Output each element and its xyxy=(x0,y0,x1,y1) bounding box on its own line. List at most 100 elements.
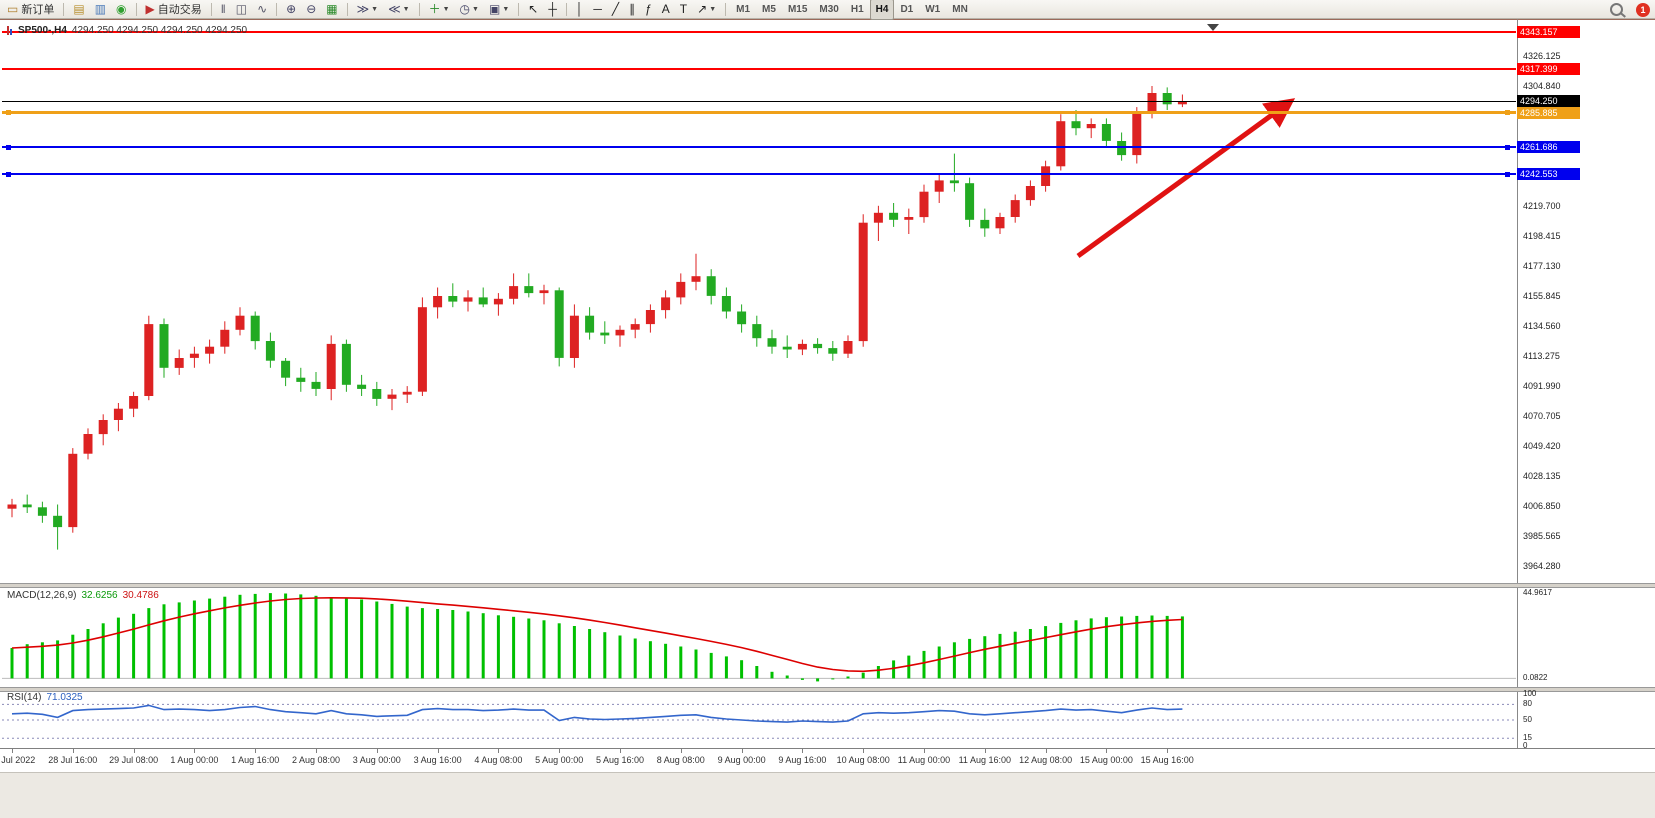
trendline-icon: ╱ xyxy=(611,2,620,16)
indicators-icon: ＋ xyxy=(428,2,441,16)
time-axis-tick xyxy=(680,748,682,753)
resistance-line-4317[interactable] xyxy=(2,67,1516,70)
support-line-4242[interactable] xyxy=(2,173,1516,175)
indicators-button[interactable]: ＋ ▼ xyxy=(425,0,454,19)
timeframe-M5[interactable]: M5 xyxy=(762,3,776,15)
candlestick-chart-type-icon: ◫ xyxy=(235,2,248,16)
timeframe-H4[interactable]: H4 xyxy=(869,0,895,20)
time-axis-tick xyxy=(498,748,500,753)
window-bottom-area xyxy=(0,772,1655,818)
toolbar-separator xyxy=(135,2,137,16)
new-order-button[interactable]: ▭ 新订单 xyxy=(3,0,58,19)
resistance-line-4343[interactable] xyxy=(2,31,1516,34)
time-axis-label: 15 Aug 16:00 xyxy=(1140,755,1194,765)
crosshair-button[interactable]: ┼ xyxy=(544,0,561,19)
trend-arrow-annotation[interactable] xyxy=(1076,98,1296,259)
channel-icon: ∥ xyxy=(629,2,636,16)
bar-chart-type-icon: ‖ xyxy=(220,2,226,16)
price-line-badge: 4294.250 xyxy=(1517,95,1580,108)
time-axis-tick xyxy=(255,748,257,753)
auto-scroll-button[interactable]: ≫ ▼ xyxy=(353,0,383,19)
horizontal-line-button[interactable]: ─ xyxy=(589,0,606,19)
line-handle[interactable] xyxy=(1505,144,1510,150)
support-line-4261[interactable] xyxy=(2,146,1516,148)
timeframe-M30[interactable]: M30 xyxy=(819,3,839,15)
trendline-button[interactable]: ╱ xyxy=(608,0,623,19)
autotrading-button-label: 自动交易 xyxy=(157,4,202,16)
alerts-button[interactable]: ◉ xyxy=(112,0,130,19)
horizontal-line-icon: ─ xyxy=(593,2,602,16)
arrows-button[interactable]: ↗ ▼ xyxy=(693,0,720,19)
tile-windows-icon: ▦ xyxy=(326,2,338,16)
panel-separator-macd[interactable] xyxy=(0,583,1655,588)
search-button[interactable] xyxy=(1606,0,1627,19)
time-axis-tick xyxy=(559,748,561,753)
time-axis[interactable] xyxy=(0,748,1655,772)
channel-button[interactable]: ∥ xyxy=(625,0,639,19)
price-line-badge: 4242.553 xyxy=(1517,168,1580,180)
macd-signal-value: 30.4786 xyxy=(122,590,159,601)
price-tick-label: 4113.275 xyxy=(1523,351,1560,362)
rsi-scale-label: 0 xyxy=(1523,741,1528,750)
line-handle[interactable] xyxy=(6,110,11,116)
price-tick-label: 4304.840 xyxy=(1523,81,1561,92)
price-tick-label: 4070.705 xyxy=(1523,411,1561,422)
timeframe-H1[interactable]: H1 xyxy=(850,3,864,15)
profiles-button[interactable]: ▥ xyxy=(91,0,110,19)
text-label-button[interactable]: T xyxy=(676,0,691,19)
candles[interactable] xyxy=(7,86,1187,550)
alerts-icon: ◉ xyxy=(116,2,127,16)
price-scale[interactable] xyxy=(1517,19,1655,748)
line-handle[interactable] xyxy=(1505,110,1510,116)
chart-plot-background[interactable] xyxy=(0,19,1517,748)
timeframe-MN[interactable]: MN xyxy=(952,3,968,15)
autotrading-icon: ▶ xyxy=(145,2,155,16)
toolbar-separator xyxy=(346,2,348,16)
text-button[interactable]: A xyxy=(658,0,674,19)
cursor-button[interactable]: ↖ xyxy=(524,0,542,19)
support-line-4285[interactable] xyxy=(2,111,1516,115)
search-icon xyxy=(1610,3,1626,18)
candlestick-chart-type-button[interactable]: ◫ xyxy=(232,0,251,19)
autotrading-button[interactable]: ▶ 自动交易 xyxy=(142,0,206,19)
price-tick-label: 4134.560 xyxy=(1523,321,1561,332)
macd-signal-line xyxy=(11,596,1183,673)
timeframe-D1[interactable]: D1 xyxy=(900,3,914,15)
vertical-line-button[interactable]: │ xyxy=(572,0,588,19)
text-label-icon: T xyxy=(679,2,688,16)
line-handle[interactable] xyxy=(6,171,11,177)
time-axis-label: 28 Jul 16:00 xyxy=(48,755,98,765)
line-chart-type-button[interactable]: ∿ xyxy=(253,0,271,19)
time-axis-tick xyxy=(741,748,743,753)
zoom-out-button[interactable]: ⊖ xyxy=(302,0,320,19)
panel-separator-rsi[interactable] xyxy=(0,687,1655,692)
price-tick-label: 4219.700 xyxy=(1523,201,1561,212)
timeframe-M1[interactable]: M1 xyxy=(736,3,751,15)
fibonacci-button[interactable]: ƒ xyxy=(641,0,656,19)
timeframe-M15[interactable]: M15 xyxy=(787,3,808,15)
bar-chart-type-button[interactable]: ‖ xyxy=(217,0,230,19)
price-tick-label: 4006.850 xyxy=(1523,501,1561,512)
new-order-icon: ▭ xyxy=(7,2,19,16)
macd-indicator-label: MACD(12,26,9) 32.6256 30.4786 xyxy=(7,590,159,601)
macd-scale-zero: 0.0822 xyxy=(1523,673,1548,683)
new-chart-button[interactable]: ▤ xyxy=(69,0,88,19)
zoom-in-button[interactable]: ⊕ xyxy=(282,0,300,19)
notification-badge[interactable]: 1 xyxy=(1636,2,1650,17)
line-handle[interactable] xyxy=(1505,171,1510,177)
tile-windows-button[interactable]: ▦ xyxy=(322,0,341,19)
candlestick-chart-canvas[interactable] xyxy=(0,19,1655,772)
time-axis-label: 11 Aug 16:00 xyxy=(958,755,1011,765)
periods-button[interactable]: ◷ ▼ xyxy=(456,0,483,19)
templates-button[interactable]: ▣ ▼ xyxy=(485,0,513,19)
bid-price-line[interactable] xyxy=(2,100,1516,102)
profiles-icon: ▥ xyxy=(94,2,107,16)
line-handle[interactable] xyxy=(6,144,11,150)
chart-shift-button[interactable]: ≪ ▼ xyxy=(384,0,414,19)
rsi-line xyxy=(11,704,1183,723)
time-axis-label: 15 Aug 00:00 xyxy=(1079,755,1133,765)
main-toolbar: ▭ 新订单 ▤ ▥ ◉ ▶ 自动交易 ‖ ◫ ∿ ⊕ ⊖ ▦ ≫ ▼ ≪ ▼ ＋ ▼ ◷ ▼ ▣ ▼ ↖ ┼ │ ─ ╱ ∥ ƒ A T ↗ ▼ M… xyxy=(0,0,1655,20)
timeframe-W1[interactable]: W1 xyxy=(925,3,941,15)
time-axis-label: 3 Aug 16:00 xyxy=(413,755,462,765)
